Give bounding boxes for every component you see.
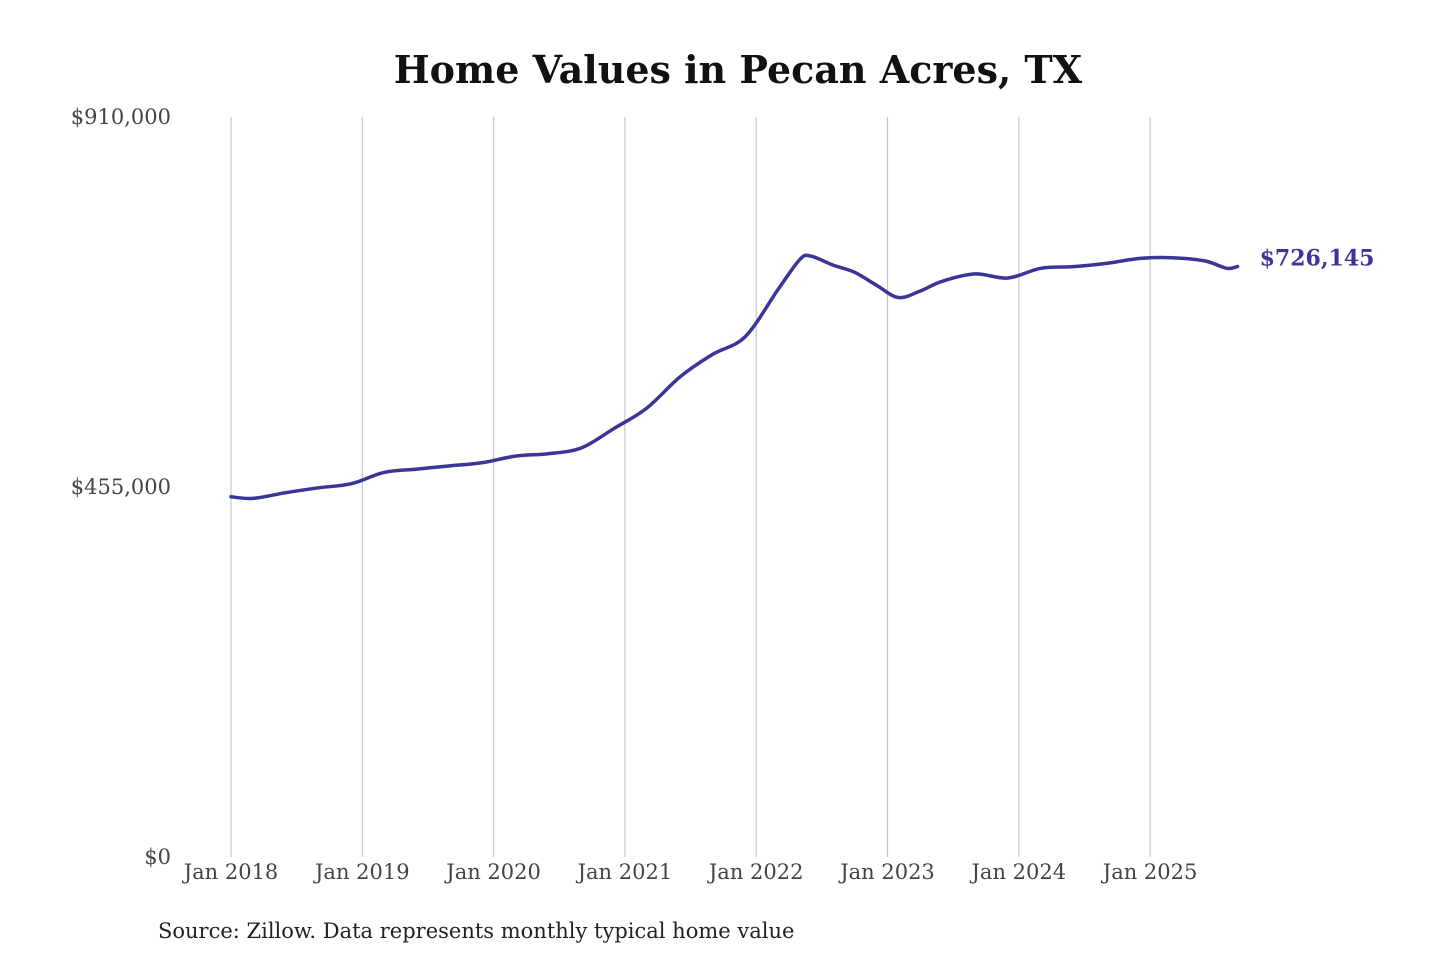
chart-title: Home Values in Pecan Acres, TX <box>394 47 1083 92</box>
y-tick-label: $455,000 <box>71 475 171 499</box>
series-line <box>229 253 1240 501</box>
x-tick-label: Jan 2018 <box>182 860 279 884</box>
y-tick-label: $910,000 <box>71 105 171 129</box>
source-note: Source: Zillow. Data represents monthly … <box>158 919 794 943</box>
y-tick-label: $0 <box>144 845 171 869</box>
x-tick-label: Jan 2020 <box>444 860 541 884</box>
x-tick-label: Jan 2021 <box>576 860 673 884</box>
x-tick-label: Jan 2025 <box>1101 860 1198 884</box>
x-tick-label: Jan 2019 <box>313 860 410 884</box>
y-axis-ticks: $0 $455,000 $910,000 <box>71 105 171 869</box>
x-tick-label: Jan 2022 <box>707 860 804 884</box>
grid-lines <box>230 117 1151 857</box>
end-value-label: $726,145 <box>1260 246 1375 272</box>
x-tick-label: Jan 2023 <box>838 860 935 884</box>
x-tick-label: Jan 2024 <box>970 860 1067 884</box>
x-axis-ticks: Jan 2018 Jan 2019 Jan 2020 Jan 2021 Jan 2022… <box>182 860 1198 884</box>
